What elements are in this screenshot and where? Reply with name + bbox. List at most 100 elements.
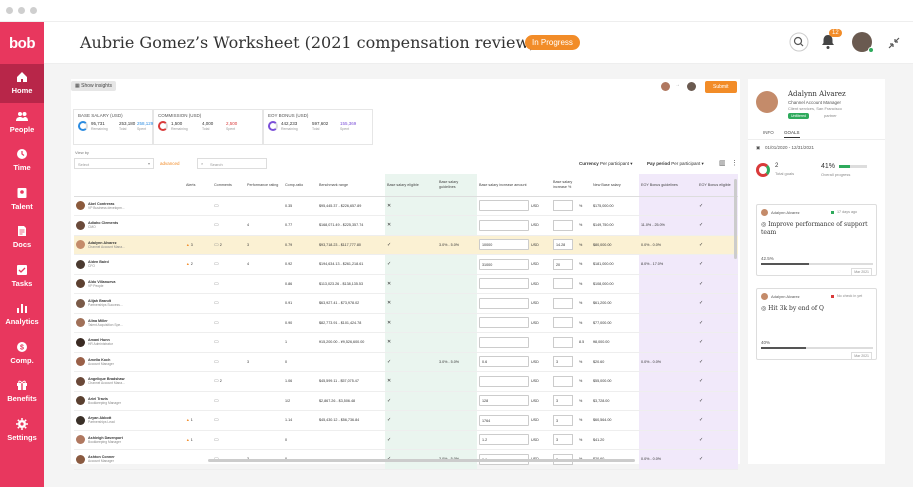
table-row[interactable]: Aryan Abbott Partnerships Lead ▲ 1 ▭ 1.14 $4… <box>74 410 738 431</box>
increase-percent-input[interactable]: 3 <box>553 434 573 446</box>
horizontal-scrollbar[interactable] <box>208 459 635 462</box>
employee-name[interactable]: Alijah Brandt <box>88 299 111 304</box>
column-header[interactable]: EOY Bonus guidelines <box>639 174 697 197</box>
close-dot[interactable] <box>6 7 13 14</box>
view-by-select[interactable]: Select ▾ <box>74 158 154 169</box>
search-input[interactable]: ⌕ Search <box>197 158 267 169</box>
table-row[interactable]: Aiden Baird CFO ▲ 2 ▭ 4 0.92 $194,634.13 - $2… <box>74 254 738 275</box>
increase-percent-input[interactable] <box>553 219 573 231</box>
employee-name[interactable]: Ashleigh Davenport <box>88 435 123 440</box>
comment-icon[interactable]: ▭ <box>214 397 219 404</box>
comment-icon[interactable]: ▭ <box>214 300 219 307</box>
table-row[interactable]: Ariel Travis Bookkeeping Manager ▭ 1/2 $2,8… <box>74 391 738 411</box>
nav-analytics[interactable]: Analytics <box>0 295 44 334</box>
pay-period-filter[interactable]: Pay period Per participant ▾ <box>647 161 704 166</box>
maximize-dot[interactable] <box>30 7 37 14</box>
increase-amount-input[interactable]: 31000 <box>479 258 529 270</box>
nav-benefits[interactable]: Benefits <box>0 372 44 411</box>
comment-icon[interactable]: ▭ <box>214 222 219 229</box>
employee-name[interactable]: Amelia Koch <box>88 357 111 362</box>
increase-amount-input[interactable]: 128 <box>479 395 529 407</box>
advanced-link[interactable]: advanced <box>160 161 180 166</box>
nav-settings[interactable]: Settings <box>0 411 44 450</box>
nav-time[interactable]: Time <box>0 141 44 180</box>
nav-people[interactable]: People <box>0 103 44 142</box>
column-header[interactable] <box>577 174 591 197</box>
column-header[interactable] <box>74 174 184 197</box>
column-header[interactable] <box>529 174 551 197</box>
increase-percent-input[interactable]: 14.28 <box>553 239 573 251</box>
nav-home[interactable]: Home <box>0 64 44 103</box>
minimize-dot[interactable] <box>18 7 25 14</box>
column-header[interactable]: Comments <box>212 174 245 197</box>
increase-percent-input[interactable] <box>553 336 573 348</box>
nav-talent[interactable]: Talent <box>0 180 44 219</box>
show-insights-button[interactable]: ▦ Show insights <box>71 81 116 91</box>
increase-amount-input[interactable] <box>479 200 529 212</box>
column-header[interactable]: Comp-ratio <box>283 174 317 197</box>
increase-amount-input[interactable]: 1.2 <box>479 434 529 446</box>
table-row[interactable]: Aldo Villanueva VP People ▭ 0.86 $113,023.2… <box>74 274 738 294</box>
employee-name[interactable]: Ariel Travis <box>88 396 108 401</box>
increase-amount-input[interactable]: 10000 <box>479 239 529 251</box>
comment-icon[interactable]: ▭ <box>214 436 219 443</box>
warning-icon[interactable]: ▲ <box>186 418 190 423</box>
bell-icon[interactable] <box>821 34 835 55</box>
goal-card[interactable]: Adalynn Alvarez No check in yet ◎ Hit 3k b… <box>756 288 877 360</box>
currency-filter[interactable]: Currency Per participant ▾ <box>579 161 633 166</box>
tab-goals[interactable]: GOALS <box>784 130 800 138</box>
increase-percent-input[interactable] <box>553 297 573 309</box>
increase-amount-input[interactable]: 1764 <box>479 414 529 426</box>
comment-icon[interactable]: ▭ <box>214 261 219 268</box>
increase-percent-input[interactable] <box>553 317 573 329</box>
increase-amount-input[interactable] <box>479 375 529 387</box>
comment-icon[interactable]: ▭ <box>214 358 219 365</box>
collapse-icon[interactable] <box>888 36 900 54</box>
search-icon[interactable] <box>789 32 809 57</box>
increase-percent-input[interactable] <box>553 375 573 387</box>
warning-icon[interactable]: ▲ <box>186 262 190 267</box>
employee-name[interactable]: Abel Contreras <box>88 201 115 206</box>
warning-icon[interactable]: ▲ <box>186 437 190 442</box>
user-avatar[interactable] <box>852 32 872 52</box>
comment-icon[interactable]: ▭ <box>214 280 219 287</box>
employee-name[interactable]: Adiaho Clements <box>88 221 119 226</box>
table-row[interactable]: Ashleigh Davenport Bookkeeping Manager ▲ 1… <box>74 430 738 450</box>
nav-tasks[interactable]: Tasks <box>0 257 44 296</box>
vertical-scrollbar[interactable] <box>734 179 737 259</box>
comment-icon[interactable]: ▭ <box>214 339 219 346</box>
columns-icon[interactable]: ▥ <box>719 160 726 167</box>
employee-name[interactable]: Angelique Bradshaw <box>88 377 125 382</box>
table-row[interactable]: Angelique Bradshaw Channel Account Mana..… <box>74 371 738 392</box>
nav-docs[interactable]: Docs <box>0 218 44 257</box>
column-header[interactable]: New Base salary <box>591 174 639 197</box>
table-row[interactable]: Adiaho Clements CMO ▭ 4 0.77 $168,071.49 - $… <box>74 215 738 236</box>
employee-name[interactable]: Ashton Conner <box>88 455 115 460</box>
employee-name[interactable]: Aryan Abbott <box>88 416 112 421</box>
comment-icon[interactable]: ▭ <box>214 202 219 209</box>
column-header[interactable]: Base salary eligible <box>385 174 437 197</box>
column-header[interactable]: Base salary increase % <box>551 174 577 197</box>
employee-name[interactable]: Aiden Baird <box>88 260 109 265</box>
table-row[interactable]: Amelia Koch Account Manager ▭ 3 0 ✓ 3.0% - 5.… <box>74 352 738 372</box>
column-header[interactable]: Base salary increase amount <box>477 174 529 197</box>
column-header[interactable]: Performance rating <box>245 174 283 197</box>
goal-card[interactable]: Adalynn Alvarez 17 days ago ◎ Improve perf… <box>756 204 877 276</box>
warning-icon[interactable]: ▲ <box>186 242 190 247</box>
nav-comp[interactable]: $ Comp. <box>0 334 44 373</box>
employee-name[interactable]: Alina Miller <box>88 318 108 323</box>
increase-amount-input[interactable] <box>479 317 529 329</box>
table-row[interactable]: Alijah Brandt Partnerships Success... ▭ 0.… <box>74 293 738 314</box>
increase-percent-input[interactable]: 3 <box>553 414 573 426</box>
comment-icon[interactable]: ▭ <box>214 319 219 326</box>
column-header[interactable]: Benchmark range <box>317 174 385 197</box>
increase-amount-input[interactable] <box>479 219 529 231</box>
increase-amount-input[interactable] <box>479 297 529 309</box>
increase-percent-input[interactable] <box>553 278 573 290</box>
increase-percent-input[interactable] <box>553 200 573 212</box>
employee-name[interactable]: Adalynn Alvarez <box>88 240 117 245</box>
column-header[interactable]: EOY Bonus eligible <box>697 174 738 197</box>
submit-button[interactable]: Submit <box>705 81 737 93</box>
tab-info[interactable]: INFO <box>763 130 774 135</box>
increase-percent-input[interactable]: 20 <box>553 258 573 270</box>
